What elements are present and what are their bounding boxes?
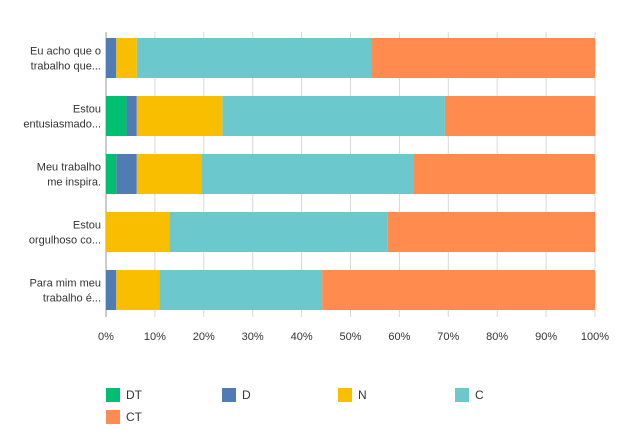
category-label: Estou — [73, 220, 101, 232]
category-label: trabalho é... — [43, 293, 101, 305]
bar-segment-c[interactable] — [169, 212, 388, 252]
category-label: Eu acho que o — [30, 46, 101, 58]
x-tick-label: 40% — [291, 331, 313, 343]
bar-segment-n[interactable] — [106, 212, 170, 252]
bar-segment-d[interactable] — [116, 154, 137, 194]
bar-segment-ct[interactable] — [371, 38, 595, 78]
category-labels: Eu acho que o trabalho que... Estou entusia… — [23, 46, 101, 305]
legend-swatch-ct — [106, 410, 120, 424]
legend-swatch-n — [338, 388, 352, 402]
bar-segment-n[interactable] — [136, 96, 223, 136]
x-tick-label: 0% — [98, 331, 114, 343]
bar-segment-d[interactable] — [126, 96, 137, 136]
category-label: Para mim meu — [29, 278, 101, 290]
bar-segment-ct[interactable] — [322, 270, 595, 310]
legend-swatch-dt — [106, 388, 120, 402]
category-label: orgulhoso co... — [29, 235, 101, 247]
legend-label-c: C — [475, 388, 484, 402]
x-axis-ticks: 0% 10% 20% 30% 40% 50% 60% 70% 80% 90% 100% — [98, 331, 609, 343]
bar-segment-n[interactable] — [136, 154, 202, 194]
category-label: trabalho que... — [31, 61, 101, 73]
x-tick-label: 50% — [339, 331, 361, 343]
bars — [106, 38, 595, 310]
bar-segment-c[interactable] — [201, 154, 414, 194]
x-tick-label: 80% — [486, 331, 508, 343]
bar-segment-c[interactable] — [136, 38, 372, 78]
bar-segment-ct[interactable] — [387, 212, 595, 252]
bar-segment-dt[interactable] — [106, 154, 117, 194]
x-tick-label: 10% — [144, 331, 166, 343]
legend-label-d: D — [242, 388, 251, 402]
x-tick-label: 70% — [437, 331, 459, 343]
x-tick-label: 60% — [388, 331, 410, 343]
legend-swatch-c — [455, 388, 469, 402]
bar-segment-ct[interactable] — [444, 96, 595, 136]
category-label: Estou — [73, 104, 101, 116]
legend-label-dt: DT — [126, 388, 143, 402]
category-label: entusiasmado... — [23, 119, 101, 131]
legend-label-n: N — [358, 388, 367, 402]
x-tick-label: 20% — [193, 331, 215, 343]
x-tick-label: 90% — [535, 331, 557, 343]
bar-segment-n[interactable] — [116, 270, 160, 310]
x-tick-label: 100% — [581, 331, 609, 343]
bar-segment-c[interactable] — [159, 270, 323, 310]
bar-segment-d[interactable] — [106, 270, 117, 310]
x-tick-label: 30% — [242, 331, 264, 343]
bar-segment-dt[interactable] — [106, 96, 127, 136]
legend-label-ct: CT — [126, 410, 143, 424]
bar-segment-n[interactable] — [116, 38, 137, 78]
category-label: me inspira. — [47, 177, 101, 189]
legend-swatch-d — [222, 388, 236, 402]
category-label: Meu trabalho — [37, 162, 101, 174]
bar-segment-d[interactable] — [106, 38, 117, 78]
bar-segment-c[interactable] — [222, 96, 445, 136]
bar-segment-ct[interactable] — [413, 154, 595, 194]
legend: DT D N C CT — [106, 388, 484, 424]
